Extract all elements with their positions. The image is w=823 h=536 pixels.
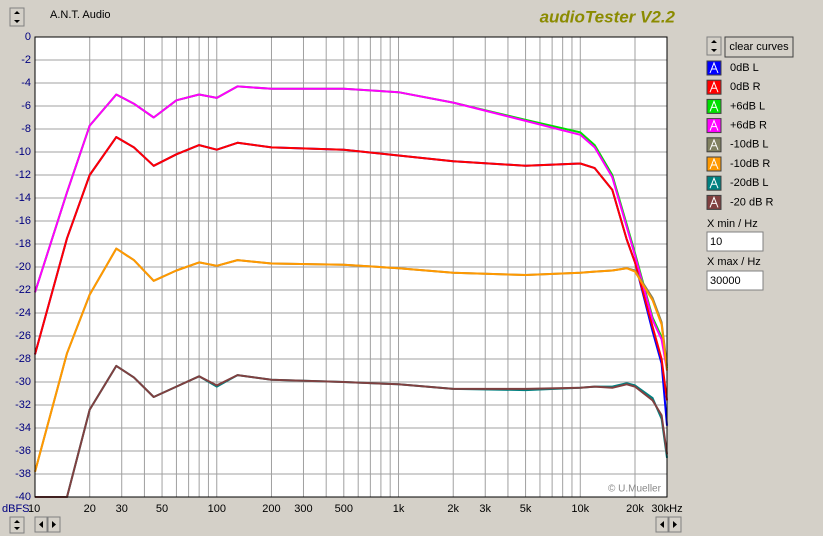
xmin-value[interactable]: 10 — [710, 236, 722, 248]
y-tick-label: -34 — [15, 422, 31, 434]
legend-swatch-glyph[interactable] — [709, 157, 719, 170]
app-header: A.N.T. Audio — [50, 9, 111, 21]
curve — [34, 136, 668, 401]
xmax-value[interactable]: 30000 — [710, 275, 741, 287]
y-tick-label: -22 — [15, 284, 31, 296]
clear-button[interactable] — [724, 36, 794, 58]
legend-entry[interactable]: -10dB L — [706, 137, 769, 153]
x-tick-label: 200 — [262, 503, 280, 515]
legend-swatch-glyph[interactable] — [709, 100, 719, 112]
x-tick-label: 2k — [447, 503, 459, 515]
y-tick-label: -40 — [15, 491, 31, 503]
legend-label[interactable]: +6dB L — [730, 100, 765, 112]
clear-spinner[interactable] — [706, 36, 722, 56]
y-tick-label: -10 — [15, 146, 31, 158]
y-tick-label: -30 — [15, 376, 31, 388]
x-tick-label: 20k — [626, 503, 644, 515]
legend-swatch-glyph[interactable] — [709, 61, 719, 74]
legend-label[interactable]: -20dB L — [730, 177, 769, 189]
legend-swatch-glyph[interactable] — [709, 138, 719, 150]
copyright: © U.Mueller — [608, 484, 662, 495]
header-spinner[interactable] — [9, 7, 25, 27]
legend-swatch-glyph[interactable] — [709, 196, 719, 208]
x-tick-label: 3k — [479, 503, 491, 515]
legend-entry[interactable]: -20 dB R — [706, 194, 773, 210]
legend-entry[interactable]: +6dB L — [706, 98, 765, 114]
chart-title: audioTester V2.2 — [540, 7, 676, 26]
legend-label[interactable]: 0dB L — [730, 62, 759, 74]
legend-entry[interactable]: 0dB L — [706, 60, 759, 76]
legend-entry[interactable]: 0dB R — [706, 79, 761, 95]
y-tick-label: -4 — [21, 77, 31, 89]
legend-entry[interactable]: -10dB R — [706, 156, 770, 172]
y-tick-label: -20 — [15, 261, 31, 273]
y-tick-label: -12 — [15, 169, 31, 181]
plot-frame — [34, 36, 668, 498]
x-tick-label: 5k — [520, 503, 532, 515]
xmax-input[interactable] — [706, 270, 764, 291]
legend-label[interactable]: -20 dB R — [730, 196, 773, 208]
bottom-scroll-left[interactable] — [9, 516, 61, 534]
legend-swatch-glyph[interactable] — [709, 119, 719, 131]
x-tick-label: 50 — [156, 503, 168, 515]
y-tick-label: -2 — [21, 54, 31, 66]
clear-button-label[interactable]: clear curves — [729, 41, 789, 53]
y-tick-label: -28 — [15, 353, 31, 365]
x-tick-label: 1k — [393, 503, 405, 515]
legend-swatch-glyph[interactable] — [709, 176, 719, 189]
legend-entry[interactable]: -20dB L — [706, 175, 769, 191]
y-tick-label: -38 — [15, 468, 31, 480]
y-tick-label: -16 — [15, 215, 31, 227]
x-tick-label: 20 — [84, 503, 96, 515]
x-tick-label: 30 — [116, 503, 128, 515]
legend-label[interactable]: -10dB R — [730, 158, 770, 170]
y-tick-label: -32 — [15, 399, 31, 411]
y-tick-label: -18 — [15, 238, 31, 250]
y-tick-label: -36 — [15, 445, 31, 457]
x-tick-label: 100 — [208, 503, 226, 515]
legend-entry[interactable]: +6dB R — [706, 118, 767, 134]
y-tick-label: -26 — [15, 330, 31, 342]
y-tick-label: 0 — [25, 31, 31, 43]
y-tick-label: -8 — [21, 123, 31, 135]
x-tick-label: 300 — [294, 503, 312, 515]
y-tick-label: -6 — [21, 100, 31, 112]
y-tick-label: -14 — [15, 192, 31, 204]
xmax-label: X max / Hz — [707, 256, 761, 268]
x-tick-label: 500 — [335, 503, 353, 515]
bottom-scroll-right[interactable] — [655, 516, 682, 533]
legend-label[interactable]: -10dB L — [730, 139, 769, 151]
legend-label[interactable]: 0dB R — [730, 81, 761, 93]
legend-label[interactable]: +6dB R — [730, 120, 767, 132]
x-tick-label: 10k — [571, 503, 589, 515]
x-tick-label: 10 — [28, 503, 40, 515]
xmin-label: X min / Hz — [707, 218, 758, 230]
curve — [34, 247, 668, 472]
curve — [35, 364, 668, 498]
y-unit: dBFS — [2, 503, 30, 515]
xmin-input[interactable] — [706, 231, 764, 252]
legend-swatch-glyph[interactable] — [709, 80, 719, 93]
y-tick-label: -24 — [15, 307, 31, 319]
x-tick-label: 30kHz — [651, 503, 682, 515]
curve — [34, 85, 668, 371]
